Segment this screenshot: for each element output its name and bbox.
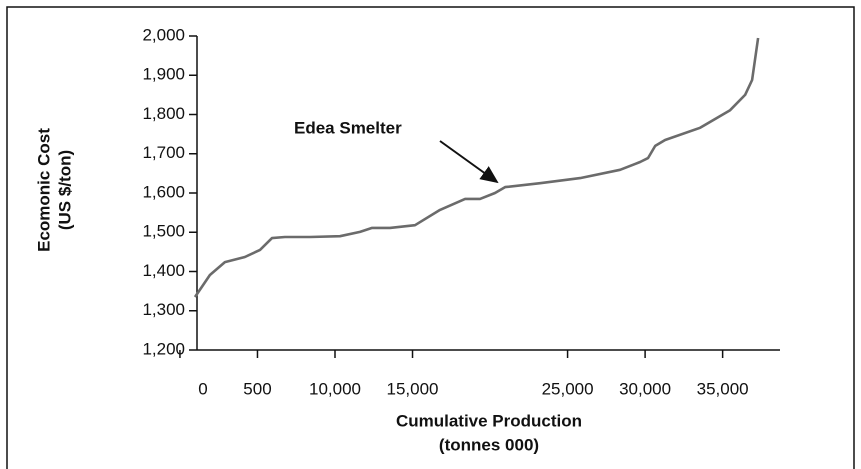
annotation-arrow: [439, 140, 499, 184]
x-tick-label: 15,000: [387, 379, 439, 398]
x-tick-label: 30,000: [619, 379, 671, 398]
x-tick-label: 500: [243, 379, 271, 398]
x-axis-title: (tonnes 000): [439, 435, 539, 454]
y-tick-label: 2,000: [142, 25, 185, 44]
y-tick-label: 1,400: [142, 261, 185, 280]
x-tick-label: 0: [198, 379, 207, 398]
y-tick-label: 1,900: [142, 65, 185, 84]
y-tick-label: 1,600: [142, 182, 185, 201]
annotation: Edea Smelter: [294, 118, 402, 137]
x-axis-title: Cumulative Production: [396, 411, 582, 430]
y-axis-title: (US $/ton): [55, 150, 74, 230]
frame: [6, 6, 855, 469]
y-tick-label: 1,700: [142, 143, 185, 162]
y-tick-label: 1,200: [142, 339, 185, 358]
line: [193, 37, 760, 298]
x-tick-label: 25,000: [542, 379, 594, 398]
y-tick-label: 1,300: [142, 300, 185, 319]
y-tick-label: 1,800: [142, 104, 185, 123]
x-tick-label: 35,000: [697, 379, 749, 398]
y-tick-label: 1,500: [142, 222, 185, 241]
x-tick-label: 10,000: [309, 379, 361, 398]
y-axis-title: Ecomonic Cost: [34, 128, 53, 252]
